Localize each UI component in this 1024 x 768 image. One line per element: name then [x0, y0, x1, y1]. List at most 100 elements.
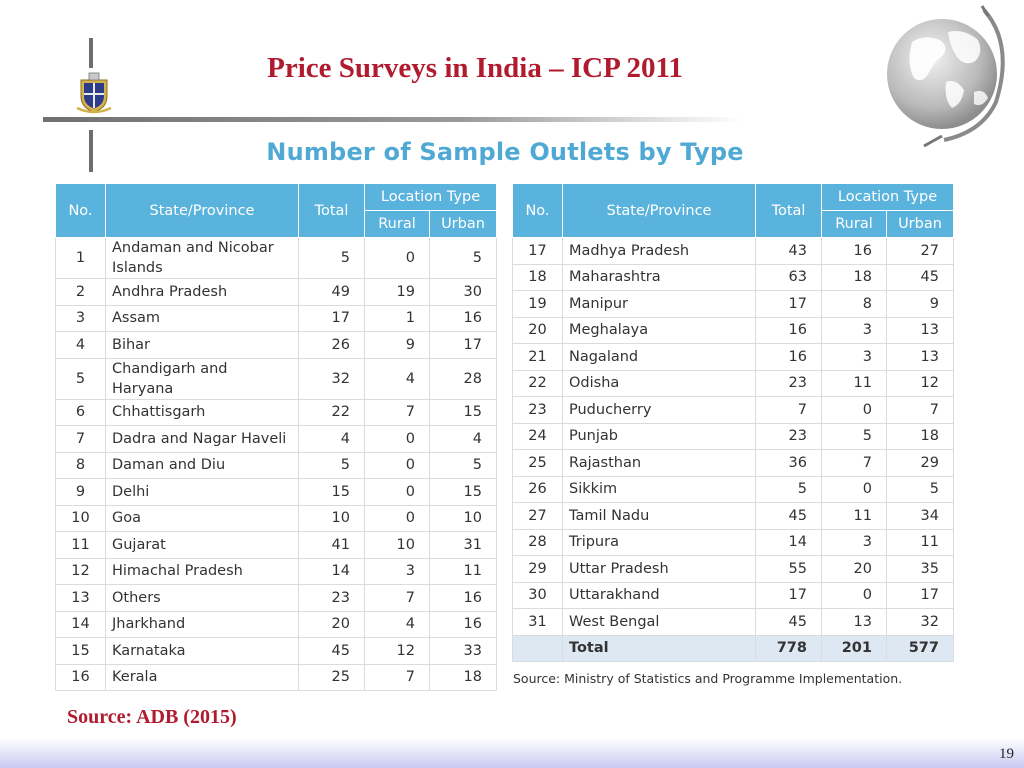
- row-urban: 28: [429, 357, 497, 400]
- row-total: 41: [298, 531, 365, 559]
- row-state: Maharashtra: [562, 263, 756, 291]
- row-total: 7: [755, 396, 822, 424]
- row-total: 23: [755, 369, 822, 397]
- table-row: 24 Punjab 23 5 18: [512, 422, 954, 450]
- row-number: 3: [55, 304, 106, 332]
- table-row: 5 Chandigarh and Haryana 32 4 28: [55, 357, 497, 400]
- row-urban: 15: [429, 398, 497, 426]
- row-total: 25: [298, 663, 365, 691]
- row-state: Andhra Pradesh: [105, 278, 299, 306]
- row-urban: 18: [429, 663, 497, 691]
- table-row: 13 Others 23 7 16: [55, 584, 497, 612]
- row-urban: 11: [886, 528, 954, 556]
- table-row: 26 Sikkim 5 0 5: [512, 475, 954, 503]
- row-state: Himachal Pradesh: [105, 557, 299, 585]
- row-state: Uttar Pradesh: [562, 555, 756, 583]
- row-total: 23: [298, 584, 365, 612]
- row-total: 17: [298, 304, 365, 332]
- row-urban: 34: [886, 502, 954, 530]
- row-rural: 4: [364, 357, 430, 400]
- slide-title: Price Surveys in India – ICP 2011: [267, 52, 683, 84]
- row-rural: 12: [364, 637, 430, 665]
- row-number: 15: [55, 637, 106, 665]
- outlets-table-left-body: 1 Andaman and Nicobar Islands 5 0 5 2 Andhra P…: [55, 237, 497, 691]
- row-urban: 31: [429, 531, 497, 559]
- row-number: 30: [512, 581, 563, 609]
- header-total: Total: [298, 183, 365, 238]
- row-rural: 10: [364, 531, 430, 559]
- row-rural: 3: [821, 316, 887, 344]
- row-number: 27: [512, 502, 563, 530]
- row-total: 22: [298, 398, 365, 426]
- row-total: 5: [298, 451, 365, 479]
- row-state: Gujarat: [105, 531, 299, 559]
- header-no: No.: [512, 183, 563, 238]
- row-total: 63: [755, 263, 822, 291]
- row-urban: 27: [886, 237, 954, 265]
- row-number: 14: [55, 610, 106, 638]
- left-divider-bottom: [89, 130, 93, 172]
- row-urban: 15: [429, 478, 497, 506]
- row-rural: 4: [364, 610, 430, 638]
- row-rural: 3: [364, 557, 430, 585]
- row-urban: 7: [886, 396, 954, 424]
- row-urban: 5: [886, 475, 954, 503]
- footer-band: [0, 738, 1024, 768]
- table-row: 2 Andhra Pradesh 49 19 30: [55, 278, 497, 306]
- row-state: Others: [105, 584, 299, 612]
- row-rural: 20: [821, 555, 887, 583]
- total-row-rural: 201: [821, 634, 887, 662]
- row-rural: 0: [364, 237, 430, 279]
- table-row: 22 Odisha 23 11 12: [512, 369, 954, 397]
- row-total: 14: [298, 557, 365, 585]
- header-rural: Rural: [821, 210, 887, 238]
- table-row: 28 Tripura 14 3 11: [512, 528, 954, 556]
- table-row: 8 Daman and Diu 5 0 5: [55, 451, 497, 479]
- row-state: Punjab: [562, 422, 756, 450]
- row-state: Rajasthan: [562, 449, 756, 477]
- row-state: Chandigarh and Haryana: [105, 357, 299, 400]
- row-rural: 0: [364, 425, 430, 453]
- row-total: 23: [755, 422, 822, 450]
- university-crest-icon: [76, 72, 112, 114]
- table-source-note: Source: Ministry of Statistics and Progr…: [513, 671, 903, 686]
- header-total: Total: [755, 183, 822, 238]
- row-state: West Bengal: [562, 608, 756, 636]
- table-row: 4 Bihar 26 9 17: [55, 331, 497, 359]
- row-rural: 3: [821, 343, 887, 371]
- row-urban: 35: [886, 555, 954, 583]
- table-caption: Number of Sample Outlets by Type: [266, 138, 744, 166]
- table-row: 14 Jharkhand 20 4 16: [55, 610, 497, 638]
- row-total: 32: [298, 357, 365, 400]
- total-row-total: 778: [755, 634, 822, 662]
- row-urban: 30: [429, 278, 497, 306]
- row-number: 29: [512, 555, 563, 583]
- row-total: 5: [298, 237, 365, 279]
- row-total: 20: [298, 610, 365, 638]
- row-urban: 45: [886, 263, 954, 291]
- row-total: 16: [755, 316, 822, 344]
- row-number: 21: [512, 343, 563, 371]
- row-rural: 3: [821, 528, 887, 556]
- row-number: 20: [512, 316, 563, 344]
- row-total: 43: [755, 237, 822, 265]
- row-state: Madhya Pradesh: [562, 237, 756, 265]
- row-rural: 0: [364, 451, 430, 479]
- row-urban: 11: [429, 557, 497, 585]
- row-rural: 7: [364, 663, 430, 691]
- row-state: Goa: [105, 504, 299, 532]
- row-total: 26: [298, 331, 365, 359]
- row-state: Chhattisgarh: [105, 398, 299, 426]
- row-state: Sikkim: [562, 475, 756, 503]
- row-rural: 0: [364, 504, 430, 532]
- table-row: 11 Gujarat 41 10 31: [55, 531, 497, 559]
- row-state: Dadra and Nagar Haveli: [105, 425, 299, 453]
- row-total: 17: [755, 290, 822, 318]
- row-rural: 0: [821, 475, 887, 503]
- header-location-type: Location Type: [364, 183, 497, 211]
- row-state: Kerala: [105, 663, 299, 691]
- outlets-table-left: No. State/Province Total Location Type R…: [55, 183, 497, 691]
- row-urban: 17: [886, 581, 954, 609]
- row-total: 14: [755, 528, 822, 556]
- outlets-table-right-body: 17 Madhya Pradesh 43 16 27 18 Maharashtra 63 18 4…: [512, 237, 954, 662]
